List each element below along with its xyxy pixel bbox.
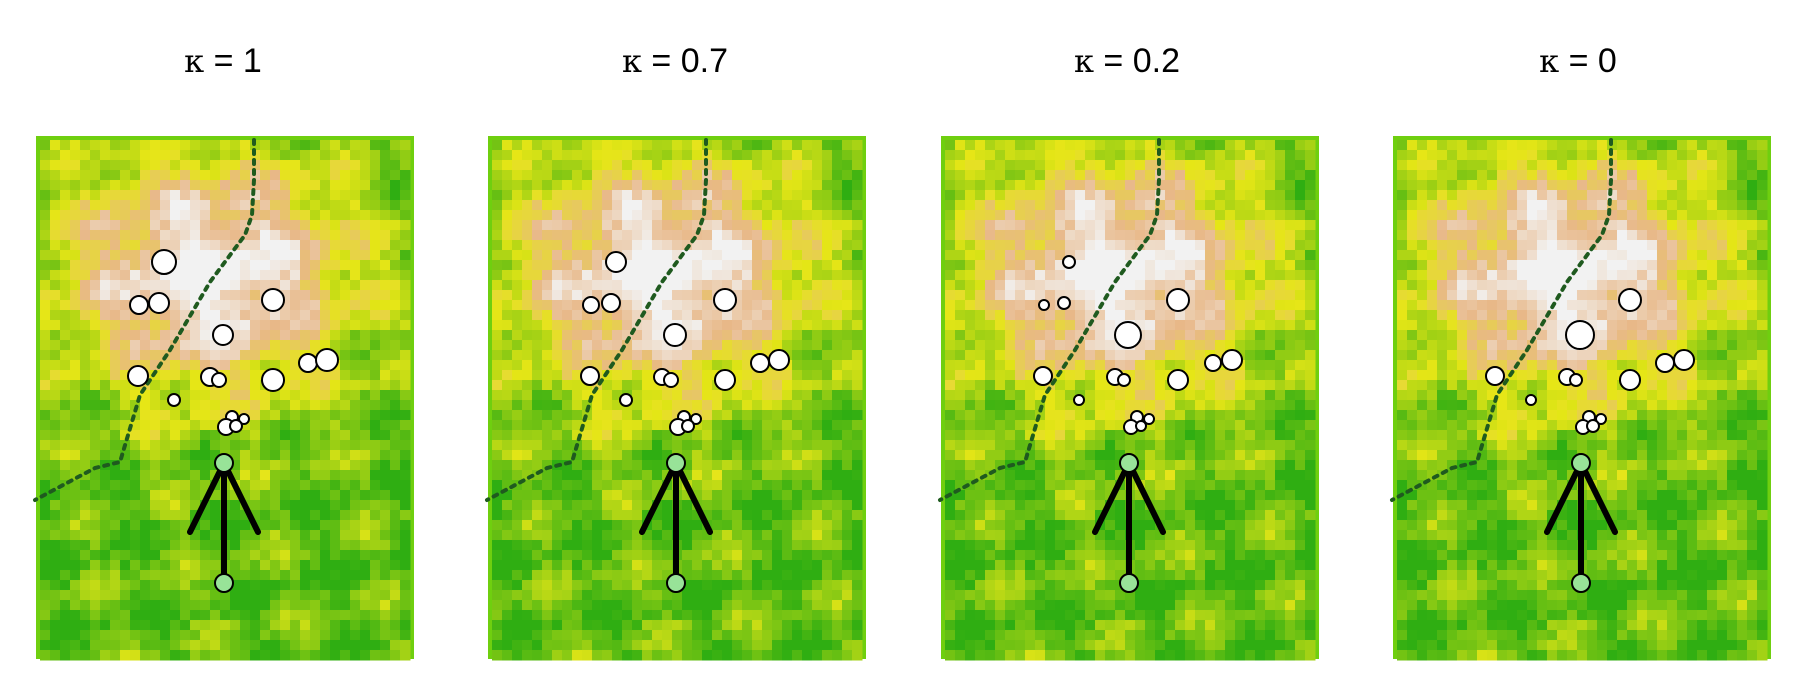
observation-point [167, 393, 181, 407]
observation-point [750, 353, 770, 373]
map-panel-2 [485, 136, 866, 661]
observation-point [1143, 413, 1155, 425]
observation-point [1073, 394, 1085, 406]
observation-point [1057, 296, 1071, 310]
observation-point [1033, 366, 1053, 386]
kappa-symbol: κ [1539, 42, 1560, 80]
observation-point [1655, 353, 1675, 373]
observation-point [151, 249, 177, 275]
observation-point [1673, 349, 1695, 371]
observation-point [148, 292, 170, 314]
observation-point [1038, 299, 1050, 311]
observation-point [663, 323, 687, 347]
observation-point [129, 295, 149, 315]
observation-point [1525, 394, 1537, 406]
observation-point [1569, 373, 1583, 387]
kappa-value: 0.7 [680, 42, 728, 80]
map-panel-1 [33, 136, 414, 661]
observation-point [605, 251, 627, 273]
panel-title-1: κ = 1 [184, 42, 262, 80]
arrow-head-left [639, 460, 679, 535]
observation-point [768, 349, 790, 371]
observation-point [713, 288, 737, 312]
observation-point [315, 348, 339, 372]
observation-point [1062, 255, 1076, 269]
arrow-head-right [1578, 460, 1618, 535]
dotted-path [938, 138, 1161, 502]
arrow-head-left [1544, 460, 1584, 535]
observation-point [1619, 369, 1641, 391]
dotted-path [485, 138, 708, 502]
observation-point [298, 353, 318, 373]
arrow-head-left [187, 460, 227, 535]
arrow-tip-node [1119, 453, 1139, 473]
observation-point [261, 368, 285, 392]
arrow-base-node [214, 573, 234, 593]
kappa-symbol: κ [184, 42, 205, 80]
observation-point [582, 296, 600, 314]
observation-point [1166, 288, 1190, 312]
arrow-base-node [666, 573, 686, 593]
observation-point [601, 293, 621, 313]
arrow-base-node [1571, 573, 1591, 593]
kappa-value: 0 [1597, 42, 1617, 80]
observation-point [580, 366, 600, 386]
observation-point [212, 324, 234, 346]
map-panel-4 [1390, 136, 1771, 661]
panel-title-2: κ = 0.7 [621, 42, 728, 80]
observation-point [127, 365, 149, 387]
arrow-tip-node [1571, 453, 1591, 473]
map-panel-3 [938, 136, 1319, 661]
observation-point [1586, 419, 1600, 433]
arrow-head-left [1092, 460, 1132, 535]
observation-point [1221, 349, 1243, 371]
kappa-value: 1 [242, 42, 262, 80]
observation-point [238, 413, 250, 425]
observation-point [1167, 369, 1189, 391]
arrow-tip-node [214, 453, 234, 473]
observation-point [714, 369, 736, 391]
kappa-symbol: κ [621, 42, 642, 80]
kappa-symbol: κ [1073, 42, 1094, 80]
elevation-raster [1397, 140, 1768, 661]
observation-point [261, 288, 285, 312]
observation-point [229, 419, 243, 433]
observation-point [1204, 354, 1222, 372]
arrow-head-right [673, 460, 713, 535]
observation-point [1117, 373, 1131, 387]
kappa-value: 0.2 [1132, 42, 1180, 80]
observation-point [690, 413, 702, 425]
observation-point [1485, 366, 1505, 386]
panel-title-4: κ = 0 [1539, 42, 1617, 80]
dotted-path [33, 138, 256, 502]
dotted-path [1390, 138, 1613, 502]
observation-point [681, 419, 695, 433]
observation-point [211, 372, 227, 388]
observation-point [1565, 320, 1595, 350]
elevation-raster [492, 140, 863, 661]
panel-title-3: κ = 0.2 [1073, 42, 1180, 80]
arrow-base-node [1119, 573, 1139, 593]
arrow-head-right [221, 460, 261, 535]
observation-point [663, 372, 679, 388]
observation-point [1114, 321, 1142, 349]
arrow-head-right [1126, 460, 1166, 535]
observation-point [619, 393, 633, 407]
observation-point [1595, 413, 1607, 425]
observation-point [1618, 288, 1642, 312]
arrow-tip-node [666, 453, 686, 473]
observation-point [1135, 420, 1147, 432]
elevation-raster [945, 140, 1316, 661]
